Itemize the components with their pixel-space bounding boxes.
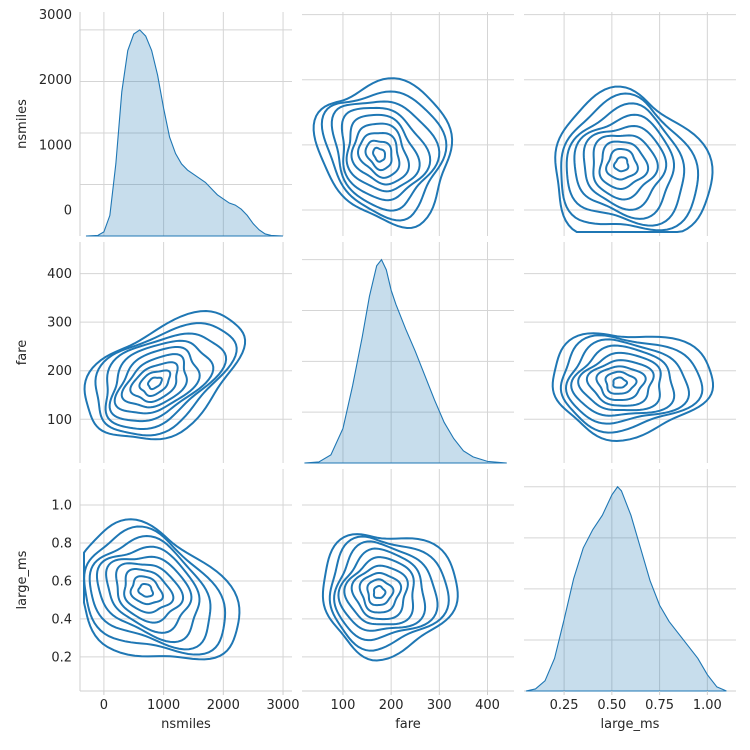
contour-nsmiles-vs-large_ms-level-5 — [582, 124, 668, 211]
contour-fare-vs-nsmiles-level-8 — [94, 322, 238, 437]
contour-large_ms-vs-nsmiles-level-8 — [83, 525, 227, 656]
contour-large_ms-vs-nsmiles-level-3 — [123, 568, 175, 614]
y-tick-label-nsmiles: 0 — [64, 203, 72, 218]
panel-nsmiles-vs-fare — [302, 12, 514, 236]
contour-nsmiles-vs-fare-level-3 — [357, 132, 401, 179]
contour-nsmiles-vs-large_ms-level-9 — [554, 85, 714, 233]
y-tick-label-large_ms: 0.2 — [51, 650, 72, 665]
kde-curve-large_ms — [525, 485, 727, 692]
contour-nsmiles-vs-large_ms-level-1 — [612, 156, 630, 173]
panel-nsmiles-vs-large_ms — [524, 12, 736, 236]
contour-fare-vs-large_ms-level-4 — [585, 359, 655, 407]
x-axis-label-fare: fare — [395, 717, 421, 732]
contour-large_ms-vs-fare-level-4 — [350, 564, 409, 621]
contour-fare-vs-large_ms-level-8 — [559, 334, 704, 434]
contour-large_ms-vs-fare-level-1 — [372, 585, 387, 599]
contour-large_ms-vs-nsmiles-level-1 — [137, 582, 155, 598]
contour-large_ms-vs-nsmiles-level-2 — [129, 575, 164, 606]
y-tick-label-large_ms: 1.0 — [51, 499, 72, 514]
x-tick-label-nsmiles: 1000 — [147, 698, 180, 713]
contour-nsmiles-vs-large_ms-level-6 — [573, 113, 675, 220]
contour-fare-vs-large_ms-level-9 — [551, 332, 715, 443]
contour-nsmiles-vs-fare-level-7 — [330, 100, 441, 212]
contour-fare-vs-large_ms-level-3 — [595, 365, 647, 402]
x-tick-label-large_ms: 0.25 — [550, 698, 579, 713]
x-tick-label-fare: 200 — [379, 698, 404, 713]
y-tick-label-fare: 100 — [47, 413, 72, 428]
x-axis-label-large_ms: large_ms — [601, 717, 660, 732]
contour-fare-vs-large_ms-level-5 — [577, 351, 662, 412]
contour-large_ms-vs-fare-level-5 — [343, 556, 415, 626]
y-tick-label-nsmiles: 3000 — [39, 8, 72, 23]
contour-fare-vs-nsmiles-level-9 — [83, 310, 247, 441]
contour-nsmiles-vs-large_ms-level-7 — [565, 102, 686, 227]
x-tick-label-large_ms: 1.00 — [693, 698, 722, 713]
kde-curve-fare — [304, 258, 507, 464]
contour-fare-vs-nsmiles-level-6 — [108, 339, 215, 423]
contour-nsmiles-vs-fare-level-6 — [340, 106, 432, 202]
y-tick-label-large_ms: 0.6 — [51, 574, 72, 589]
y-axis-label-nsmiles: nsmiles — [15, 99, 30, 149]
contour-fare-vs-large_ms-level-1 — [612, 376, 629, 389]
kde-curve-nsmiles — [85, 29, 284, 237]
contour-nsmiles-vs-large_ms-level-2 — [605, 148, 639, 181]
y-axis-label-fare: fare — [15, 340, 30, 366]
contour-large_ms-vs-fare-level-7 — [333, 540, 439, 642]
contour-fare-vs-large_ms-level-2 — [604, 370, 638, 395]
contour-large_ms-vs-fare-level-3 — [358, 571, 403, 614]
x-tick-label-fare: 300 — [427, 698, 452, 713]
x-tick-label-nsmiles: 0 — [100, 698, 108, 713]
contour-large_ms-vs-nsmiles-level-6 — [95, 545, 201, 644]
contour-fare-vs-nsmiles-level-4 — [120, 353, 188, 409]
y-tick-label-large_ms: 0.4 — [51, 612, 72, 627]
y-tick-label-fare: 200 — [47, 364, 72, 379]
y-tick-label-nsmiles: 2000 — [39, 73, 72, 88]
panel-large_ms-vs-nsmiles — [79, 469, 292, 692]
contour-fare-vs-large_ms-level-6 — [570, 344, 676, 417]
x-tick-label-large_ms: 0.75 — [645, 698, 674, 713]
contour-large_ms-vs-fare-level-2 — [366, 578, 395, 607]
contour-nsmiles-vs-fare-level-2 — [364, 139, 393, 172]
panel-fare-vs-nsmiles — [79, 242, 292, 463]
contour-large_ms-vs-fare-level-6 — [337, 547, 427, 632]
contour-fare-vs-large_ms-level-7 — [564, 338, 690, 425]
panel-fare-vs-large_ms — [524, 242, 736, 463]
y-tick-label-large_ms: 0.8 — [51, 537, 72, 552]
x-tick-label-fare: 100 — [331, 698, 356, 713]
contour-fare-vs-nsmiles-level-1 — [146, 376, 163, 391]
contour-nsmiles-vs-large_ms-level-8 — [560, 92, 700, 232]
x-tick-label-nsmiles: 3000 — [266, 698, 299, 713]
contour-nsmiles-vs-fare-level-1 — [372, 146, 386, 163]
x-axis-label-nsmiles: nsmiles — [161, 717, 211, 732]
contour-nsmiles-vs-fare-level-5 — [345, 113, 421, 193]
y-tick-label-fare: 400 — [47, 267, 72, 282]
contour-nsmiles-vs-large_ms-level-3 — [598, 140, 650, 190]
y-tick-label-fare: 300 — [47, 316, 72, 331]
contour-fare-vs-nsmiles-level-2 — [138, 369, 172, 398]
contour-fare-vs-nsmiles-level-5 — [113, 345, 201, 415]
y-tick-label-nsmiles: 1000 — [39, 138, 72, 153]
contour-fare-vs-nsmiles-level-7 — [104, 332, 228, 430]
x-tick-label-fare: 400 — [475, 698, 500, 713]
panel-nsmiles-vs-nsmiles — [79, 12, 292, 236]
x-tick-label-large_ms: 0.50 — [597, 698, 626, 713]
contour-large_ms-vs-nsmiles-level-7 — [88, 535, 212, 651]
contour-nsmiles-vs-fare-level-8 — [320, 90, 448, 222]
contour-large_ms-vs-nsmiles-level-9 — [83, 518, 241, 661]
contour-fare-vs-nsmiles-level-3 — [129, 361, 179, 404]
contour-large_ms-vs-nsmiles-level-5 — [105, 555, 193, 634]
contour-large_ms-vs-fare-level-9 — [321, 533, 459, 662]
contour-nsmiles-vs-fare-level-4 — [350, 122, 411, 186]
contour-large_ms-vs-nsmiles-level-4 — [115, 562, 185, 624]
contour-nsmiles-vs-large_ms-level-4 — [592, 134, 659, 201]
contour-nsmiles-vs-fare-level-9 — [312, 77, 454, 229]
y-axis-label-large_ms: large_ms — [15, 550, 30, 609]
x-tick-label-nsmiles: 2000 — [207, 698, 240, 713]
contour-large_ms-vs-fare-level-8 — [328, 535, 450, 652]
